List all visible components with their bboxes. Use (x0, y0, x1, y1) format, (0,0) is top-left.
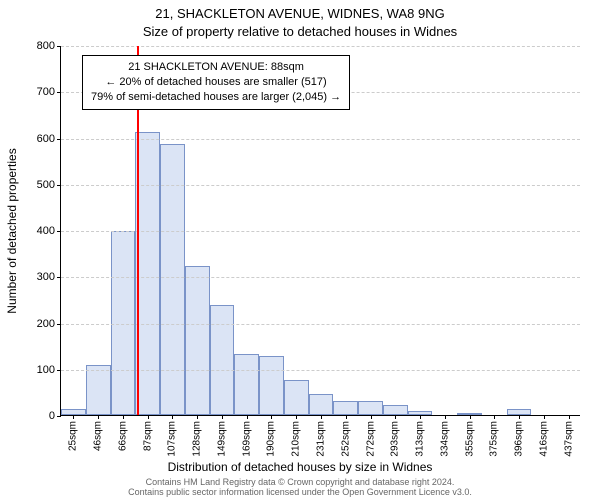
gridline (61, 46, 580, 47)
annotation-line: 79% of semi-detached houses are larger (… (91, 90, 341, 105)
bar (284, 380, 309, 415)
xtick-mark (321, 415, 322, 419)
chart-title-line1: 21, SHACKLETON AVENUE, WIDNES, WA8 9NG (0, 6, 600, 21)
xtick-label: 169sqm (241, 421, 252, 457)
xtick-mark (346, 415, 347, 419)
bar (135, 132, 160, 415)
xtick-label: 66sqm (117, 421, 128, 451)
xtick-mark (271, 415, 272, 419)
xtick-label: 334sqm (439, 421, 450, 457)
xtick-label: 190sqm (266, 421, 277, 457)
xtick-mark (395, 415, 396, 419)
xtick-mark (247, 415, 248, 419)
gridline (61, 277, 580, 278)
ytick-label: 300 (37, 271, 61, 283)
xtick-mark (148, 415, 149, 419)
xtick-mark (123, 415, 124, 419)
xtick-label: 87sqm (142, 421, 153, 451)
xtick-label: 231sqm (316, 421, 327, 457)
ytick-label: 200 (37, 318, 61, 330)
xtick-label: 355sqm (464, 421, 475, 457)
xtick-mark (470, 415, 471, 419)
xtick-mark (371, 415, 372, 419)
gridline (61, 231, 580, 232)
bar (185, 266, 210, 415)
xtick-label: 396sqm (514, 421, 525, 457)
chart-title-line2: Size of property relative to detached ho… (0, 24, 600, 39)
xtick-mark (73, 415, 74, 419)
annotation-line: ← 20% of detached houses are smaller (51… (91, 75, 341, 90)
attribution-line: Contains public sector information licen… (0, 488, 600, 498)
ytick-label: 800 (37, 40, 61, 52)
ytick-label: 600 (37, 133, 61, 145)
figure: 21, SHACKLETON AVENUE, WIDNES, WA8 9NG S… (0, 0, 600, 500)
xtick-label: 149sqm (216, 421, 227, 457)
xtick-mark (420, 415, 421, 419)
xtick-label: 252sqm (340, 421, 351, 457)
xtick-label: 313sqm (415, 421, 426, 457)
xtick-mark (172, 415, 173, 419)
xtick-mark (296, 415, 297, 419)
ytick-label: 700 (37, 86, 61, 98)
bar (234, 354, 259, 415)
x-axis-label: Distribution of detached houses by size … (0, 460, 600, 474)
gridline (61, 139, 580, 140)
xtick-mark (544, 415, 545, 419)
xtick-label: 293sqm (390, 421, 401, 457)
ytick-label: 400 (37, 225, 61, 237)
bar (333, 401, 358, 415)
ytick-label: 100 (37, 364, 61, 376)
ytick-label: 500 (37, 179, 61, 191)
xtick-label: 128sqm (192, 421, 203, 457)
annotation-box: 21 SHACKLETON AVENUE: 88sqm ← 20% of det… (82, 55, 350, 110)
gridline (61, 185, 580, 186)
gridline (61, 324, 580, 325)
attribution: Contains HM Land Registry data © Crown c… (0, 478, 600, 498)
bar (309, 394, 334, 415)
xtick-label: 437sqm (563, 421, 574, 457)
xtick-label: 416sqm (538, 421, 549, 457)
xtick-label: 375sqm (489, 421, 500, 457)
gridline (61, 370, 580, 371)
bar (383, 405, 408, 415)
xtick-mark (569, 415, 570, 419)
xtick-label: 25sqm (68, 421, 79, 451)
xtick-mark (519, 415, 520, 419)
xtick-mark (494, 415, 495, 419)
xtick-label: 210sqm (291, 421, 302, 457)
xtick-mark (197, 415, 198, 419)
xtick-label: 107sqm (167, 421, 178, 457)
annotation-line: 21 SHACKLETON AVENUE: 88sqm (91, 60, 341, 75)
xtick-mark (445, 415, 446, 419)
bar (86, 365, 111, 415)
bar (259, 356, 284, 415)
xtick-mark (222, 415, 223, 419)
bar (210, 305, 235, 415)
bar (358, 401, 383, 415)
xtick-label: 46sqm (93, 421, 104, 451)
y-axis-label: Number of detached properties (5, 148, 19, 313)
xtick-mark (98, 415, 99, 419)
xtick-label: 272sqm (365, 421, 376, 457)
ytick-label: 0 (49, 410, 61, 422)
